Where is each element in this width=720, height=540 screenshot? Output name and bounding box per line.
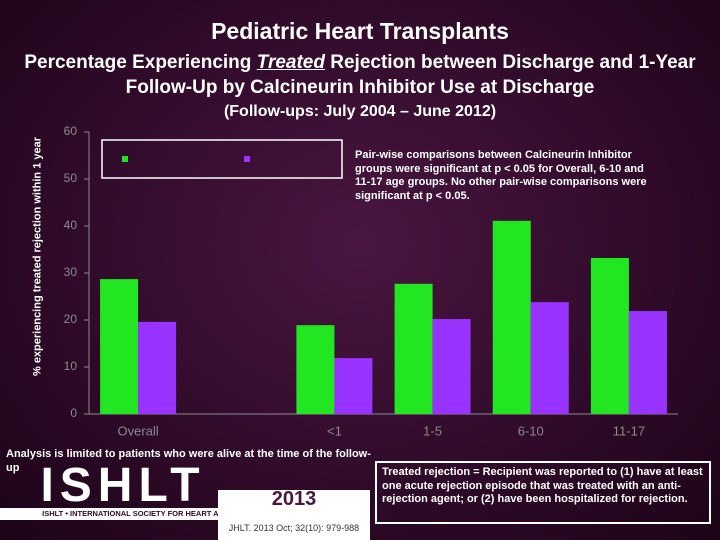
bar — [590, 257, 629, 414]
y-tick-label: 30 — [64, 265, 78, 279]
legend-swatch — [244, 156, 250, 162]
bar — [432, 319, 471, 414]
logo: ISHLT — [40, 459, 206, 512]
bar — [492, 220, 531, 414]
bar — [628, 311, 667, 414]
subtitle-part: Rejection between Discharge and 1-Year F… — [125, 52, 696, 98]
bar — [334, 358, 373, 414]
x-tick-label: 1-5 — [423, 423, 442, 438]
period: (Follow-ups: July 2004 – June 2012) — [223, 103, 497, 120]
legend-swatch — [122, 156, 128, 162]
bar — [530, 302, 569, 414]
subtitle: Percentage Experiencing Treated Rejectio… — [0, 50, 720, 100]
y-axis-label: % experiencing treated rejection within … — [31, 136, 44, 377]
subtitle-part: Percentage Experiencing — [24, 52, 257, 73]
year: 2013 — [271, 488, 317, 510]
y-tick-label: 60 — [64, 124, 78, 138]
x-tick-label: 11-17 — [613, 423, 645, 438]
bar — [394, 283, 433, 414]
y-tick-label: 10 — [64, 359, 78, 373]
title: Pediatric Heart Transplants — [211, 18, 509, 44]
y-tick-label: 20 — [64, 312, 78, 326]
subtitle-emphasis: Treated — [256, 52, 325, 73]
legend-box — [101, 139, 343, 179]
y-tick-label: 0 — [70, 406, 77, 420]
annotation: Pair-wise comparisons between Calcineuri… — [355, 149, 647, 202]
y-tick-label: 50 — [64, 171, 78, 185]
x-tick-label: Overall — [117, 423, 158, 438]
bar — [138, 321, 177, 414]
right-note: Treated rejection = Recipient was report… — [375, 461, 711, 524]
bar — [100, 279, 139, 414]
citation-box — [218, 490, 370, 540]
bar — [296, 325, 335, 414]
x-tick-label: <1 — [327, 423, 342, 438]
x-tick-label: 6-10 — [518, 423, 544, 438]
left-note: Analysis is limited to patients who were… — [6, 448, 371, 474]
y-tick-label: 40 — [64, 218, 78, 232]
citation: JHLT. 2013 Oct; 32(10): 979-988 — [228, 523, 360, 533]
